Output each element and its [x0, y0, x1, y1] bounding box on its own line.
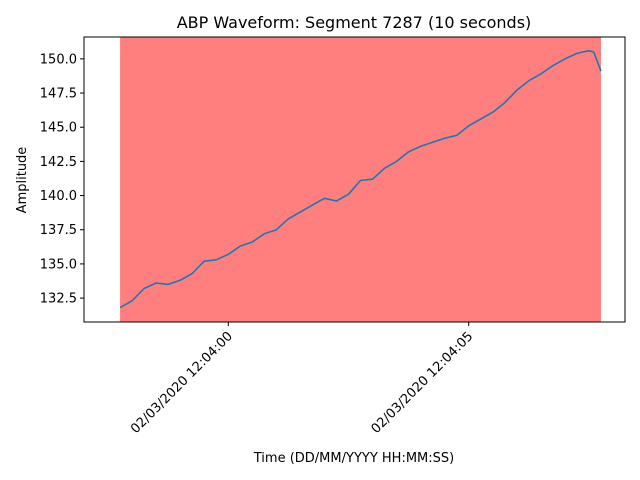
x-axis: 02/03/2020 12:04:00 02/03/2020 12:04:05 [128, 322, 476, 437]
y-tick-label: 140.0 [40, 189, 77, 204]
abp-series-line [119, 49, 602, 309]
y-tick-label: 132.5 [40, 292, 77, 307]
x-tick-label: 02/03/2020 12:04:05 [369, 329, 477, 437]
y-tick-label: 147.5 [40, 87, 77, 102]
y-axis-title: Amplitude [15, 147, 30, 214]
shaded-region [120, 37, 601, 322]
x-tick-label: 02/03/2020 12:04:00 [128, 329, 236, 437]
series-line-layer [119, 49, 602, 309]
y-axis: 132.5 135.0 137.5 140.0 142.5 145.0 147.5 150.0 [40, 52, 84, 307]
y-tick-label: 145.0 [40, 121, 77, 136]
plot-area-frame [83, 36, 626, 323]
chart-title: ABP Waveform: Segment 7287 (10 seconds) [177, 13, 532, 32]
x-axis-title: Time (DD/MM/YYYY HH:MM:SS) [253, 451, 454, 466]
y-tick-label: 142.5 [40, 155, 77, 170]
shaded-region-layer [120, 37, 601, 322]
y-tick-label: 150.0 [40, 52, 77, 67]
y-tick-label: 137.5 [40, 223, 77, 238]
y-tick-label: 135.0 [40, 257, 77, 272]
